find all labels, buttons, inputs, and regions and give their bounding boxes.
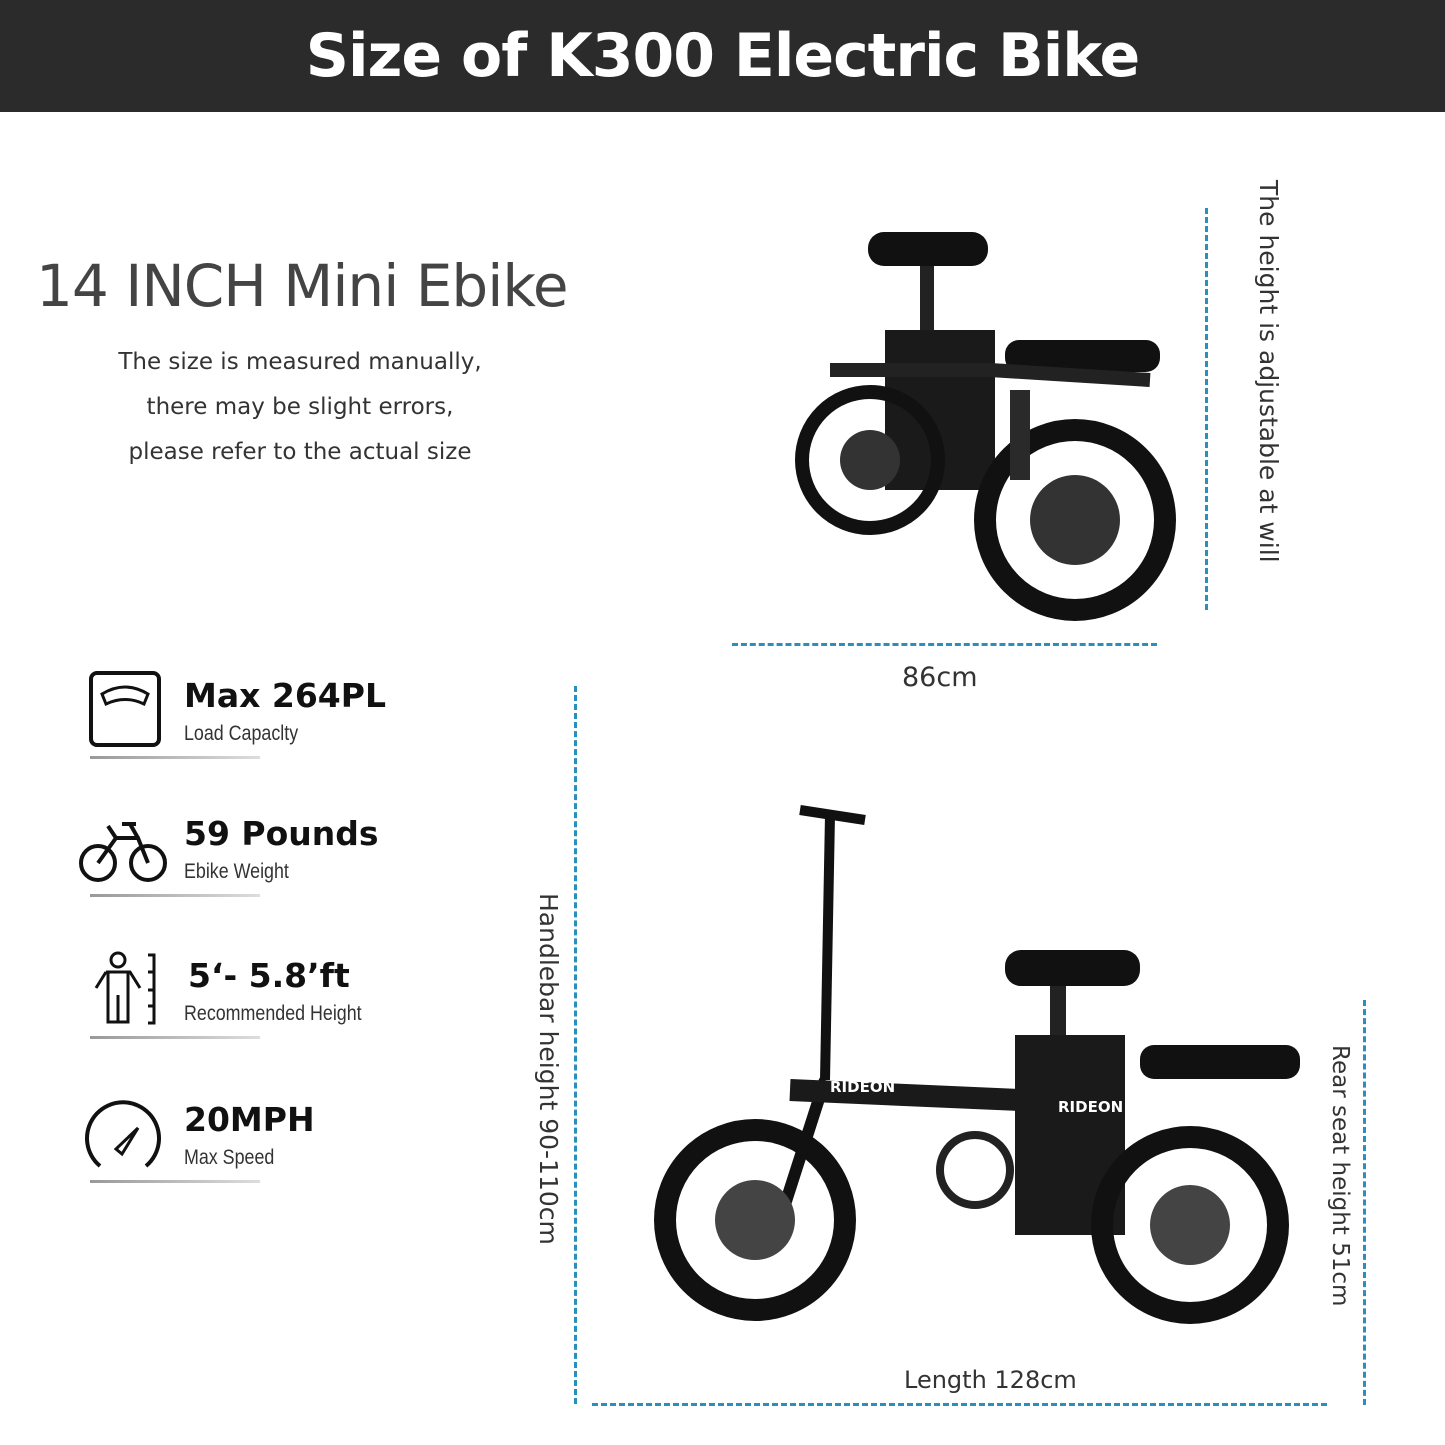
spec-value: Max 264PL bbox=[184, 676, 386, 715]
note-line: there may be slight errors, bbox=[146, 394, 454, 420]
unfolded-bike-image: RIDEON RIDEON bbox=[654, 805, 1300, 1324]
divider bbox=[90, 894, 260, 897]
divider bbox=[90, 756, 260, 759]
measurement-note: The size is measured manually, there may… bbox=[60, 340, 540, 475]
length-label: Length 128cm bbox=[904, 1366, 1077, 1394]
spec-value: 59 Pounds bbox=[184, 814, 379, 853]
person-height-icon bbox=[94, 951, 156, 1025]
handlebar-height-label: Handlebar height 90-110cm bbox=[534, 893, 563, 1245]
note-line: please refer to the actual size bbox=[128, 439, 472, 465]
divider bbox=[90, 1036, 260, 1039]
spec-rider-height: 5‘- 5.8’ft Recommended Height bbox=[78, 950, 418, 1050]
rear-seat-height-label: Rear seat height 51cm bbox=[1327, 1045, 1353, 1307]
spec-max-speed: 20MPH Max Speed bbox=[78, 1094, 418, 1194]
bicycle-icon bbox=[79, 822, 167, 882]
spec-label: Load Capaclty bbox=[184, 722, 299, 745]
spec-load-capacity: Max 264PL Load Capaclty bbox=[78, 670, 418, 770]
brand-mark-logo: RIDEON bbox=[830, 1078, 895, 1096]
spec-label: Recommended Height bbox=[184, 1002, 362, 1025]
page-title: Size of K300 Electric Bike bbox=[305, 21, 1141, 91]
folded-width-label: 86cm bbox=[902, 662, 978, 693]
length-line bbox=[592, 1403, 1327, 1406]
speedometer-icon bbox=[85, 1100, 161, 1168]
brand-mark-logo: RIDEON bbox=[1058, 1098, 1123, 1116]
scale-icon bbox=[89, 671, 161, 747]
note-line: The size is measured manually, bbox=[118, 349, 482, 375]
product-subtitle: 14 INCH Mini Ebike bbox=[36, 252, 569, 320]
folded-height-label: The height is adjustable at will bbox=[1254, 180, 1283, 563]
spec-value: 5‘- 5.8’ft bbox=[188, 956, 350, 995]
spec-label: Ebike Weight bbox=[184, 860, 289, 883]
folded-width-line bbox=[732, 643, 1157, 646]
folded-height-line bbox=[1205, 208, 1208, 610]
divider bbox=[90, 1180, 260, 1183]
folded-bike-image bbox=[795, 232, 1176, 621]
rear-seat-height-line bbox=[1363, 1000, 1366, 1405]
spec-weight: 59 Pounds Ebike Weight bbox=[78, 808, 418, 908]
handlebar-height-line bbox=[574, 686, 577, 1404]
spec-value: 20MPH bbox=[184, 1100, 315, 1139]
spec-label: Max Speed bbox=[184, 1146, 275, 1169]
title-banner: Size of K300 Electric Bike bbox=[0, 0, 1445, 112]
